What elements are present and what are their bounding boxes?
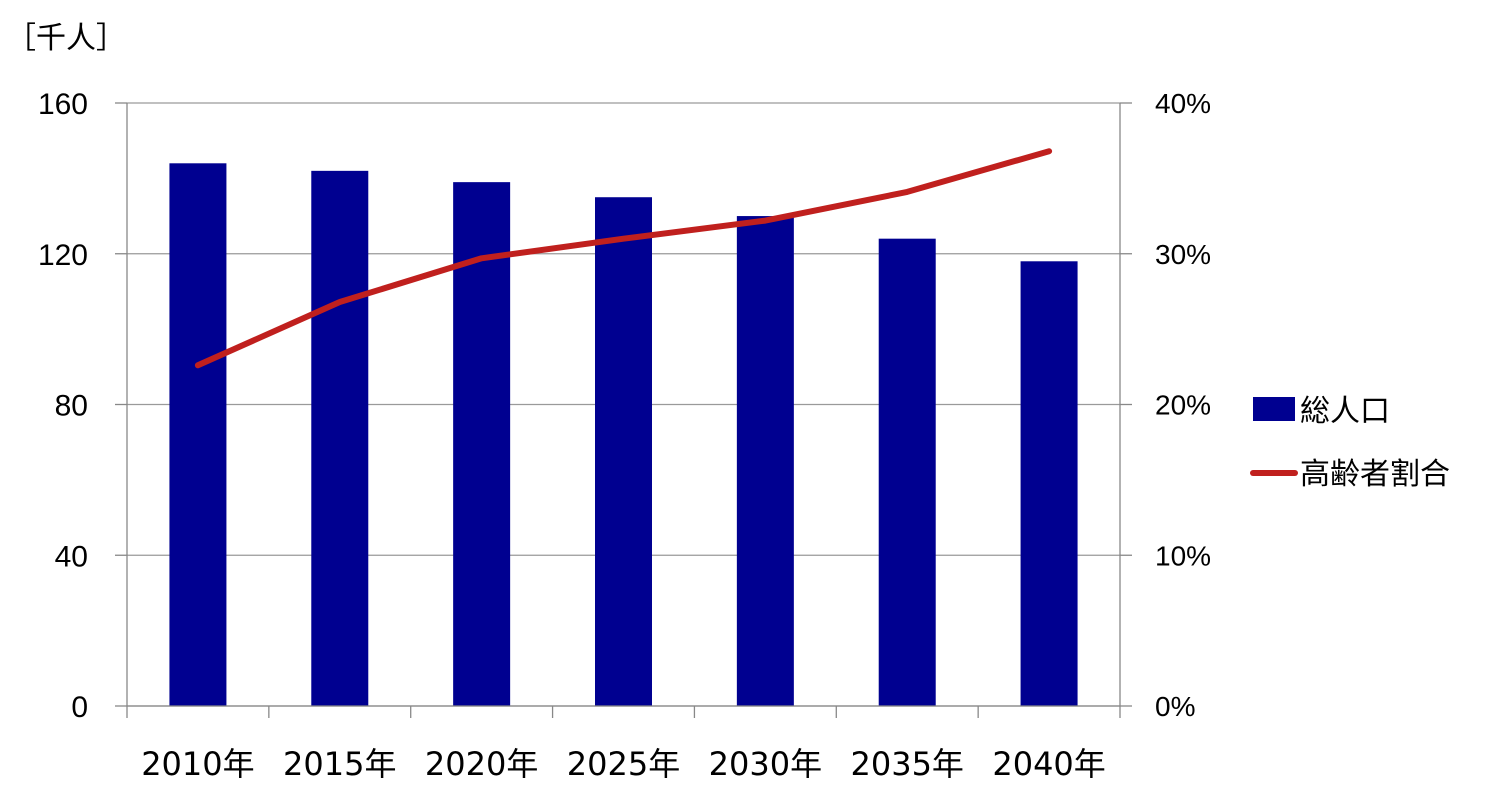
axes (115, 102, 1132, 718)
y-left-tick-label-3: 120 (38, 239, 88, 272)
x-tick-label-0: 2010年 (141, 745, 254, 783)
x-tick-label-1: 2015年 (283, 745, 396, 783)
line-series-path (194, 148, 1053, 369)
y-left-tick-label-0: 0 (71, 691, 88, 724)
bar-1 (311, 170, 369, 706)
y-right-tick-label-3: 30% (1155, 239, 1211, 270)
y-right-tick-label-4: 40% (1155, 88, 1211, 119)
bar-6 (1020, 261, 1078, 706)
line-series (194, 148, 1053, 369)
x-tick-label-6: 2040年 (992, 745, 1105, 783)
bar-0 (169, 163, 227, 707)
bar-series (169, 163, 1078, 707)
y-axis-left-ticks: 0 40 80 120 160 (38, 88, 88, 724)
y-left-tick-label-1: 40 (55, 540, 88, 573)
legend-label-line: 高齢者割合 (1300, 457, 1450, 492)
y-unit-label: ［千人］ (6, 21, 126, 56)
y-left-tick-label-2: 80 (55, 390, 88, 423)
y-axis-right-ticks: 0% 10% 20% 30% 40% (1155, 88, 1211, 722)
x-tick-label-4: 2030年 (709, 745, 822, 783)
bar-2 (453, 182, 511, 707)
y-right-tick-label-2: 20% (1155, 390, 1211, 421)
x-tick-label-3: 2025年 (567, 745, 680, 783)
legend-swatch-bar (1253, 397, 1295, 421)
y-left-tick-label-4: 160 (38, 88, 88, 121)
bar-4 (736, 216, 794, 706)
y-right-tick-label-1: 10% (1155, 540, 1211, 571)
x-tick-label-2: 2020年 (425, 745, 538, 783)
y-right-tick-label-0: 0% (1155, 691, 1195, 722)
legend-label-bar: 総人口 (1300, 394, 1390, 429)
bar-5 (878, 238, 936, 707)
x-axis-tick-labels: 2010年 2015年 2020年 2025年 2030年 2035年 2040年 (141, 745, 1106, 783)
x-tick-label-5: 2035年 (850, 745, 963, 783)
bar-3 (595, 197, 652, 706)
